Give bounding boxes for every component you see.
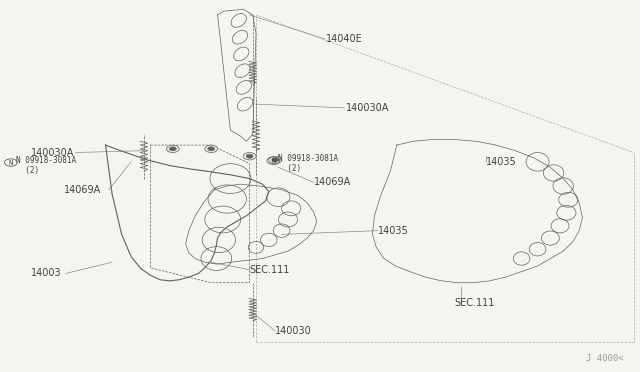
Text: N 09918-3081A
  (2): N 09918-3081A (2) [16, 156, 76, 175]
Circle shape [243, 153, 256, 160]
Circle shape [169, 147, 177, 151]
Text: N: N [271, 158, 275, 164]
Text: 14069A: 14069A [64, 185, 101, 195]
Text: 14035: 14035 [378, 226, 408, 235]
Circle shape [205, 145, 218, 153]
Circle shape [246, 154, 253, 158]
Text: J 4000<: J 4000< [586, 354, 624, 363]
Text: SEC.111: SEC.111 [454, 298, 495, 308]
Text: 14069A: 14069A [314, 177, 351, 187]
Text: 140030: 140030 [275, 326, 312, 336]
Circle shape [272, 158, 279, 162]
Text: N 09918-3081A
  (2): N 09918-3081A (2) [278, 154, 339, 173]
Text: 14003: 14003 [31, 269, 61, 278]
Text: 140030A: 140030A [31, 148, 74, 157]
Text: 14040E: 14040E [326, 34, 363, 44]
Text: 14035: 14035 [486, 157, 517, 167]
Text: 140030A: 140030A [346, 103, 389, 113]
Circle shape [269, 156, 282, 164]
Circle shape [207, 147, 215, 151]
Text: N: N [9, 160, 13, 166]
Circle shape [166, 145, 179, 153]
Text: SEC.111: SEC.111 [250, 265, 290, 275]
